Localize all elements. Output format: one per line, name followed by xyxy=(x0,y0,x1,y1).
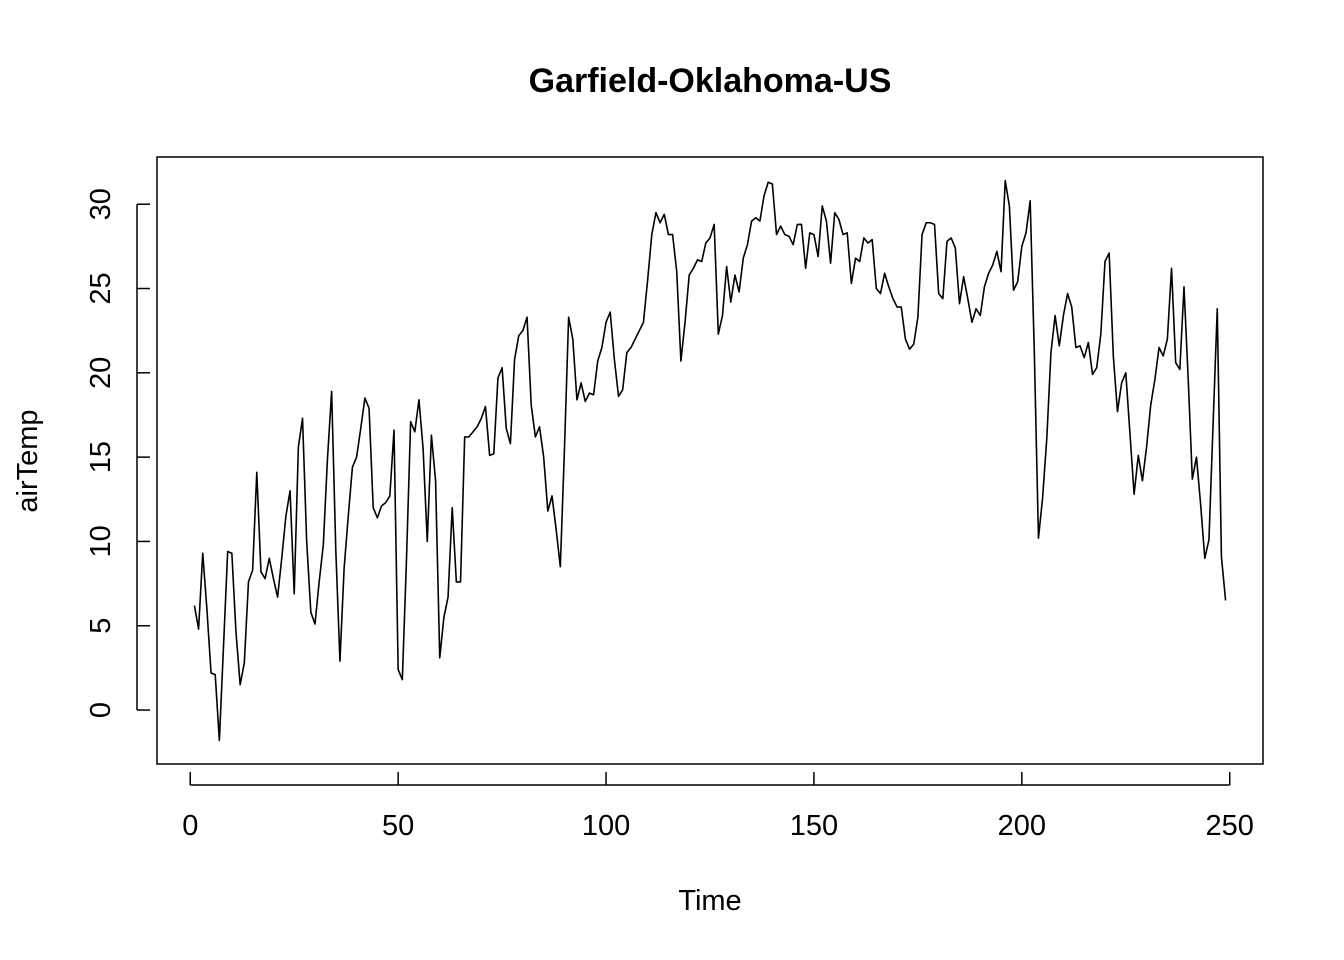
x-tick-label: 0 xyxy=(182,810,198,842)
plot-frame xyxy=(156,156,1264,765)
y-axis: 0 5 10 15 20 25 30 xyxy=(85,188,150,718)
x-tick-label: 100 xyxy=(582,810,630,842)
x-axis: 0 50 100 150 200 250 xyxy=(182,772,1254,842)
y-tick-label: 25 xyxy=(85,272,117,304)
y-tick-label: 0 xyxy=(85,702,117,718)
y-tick-label: 20 xyxy=(85,357,117,389)
x-axis-label: Time xyxy=(678,885,741,917)
series-line xyxy=(193,179,1227,742)
x-tick-label: 200 xyxy=(998,810,1046,842)
x-tick-label: 150 xyxy=(790,810,838,842)
y-axis-label: airTemp xyxy=(12,409,44,512)
y-tick-label: 10 xyxy=(85,525,117,557)
chart-title: Garfield-Oklahoma-US xyxy=(529,62,892,100)
x-tick-label: 50 xyxy=(382,810,414,842)
y-tick-label: 15 xyxy=(85,441,117,473)
y-tick-label: 5 xyxy=(85,618,117,634)
x-tick-label: 250 xyxy=(1206,810,1254,842)
y-tick-label: 30 xyxy=(85,188,117,220)
series-group xyxy=(193,179,1227,742)
